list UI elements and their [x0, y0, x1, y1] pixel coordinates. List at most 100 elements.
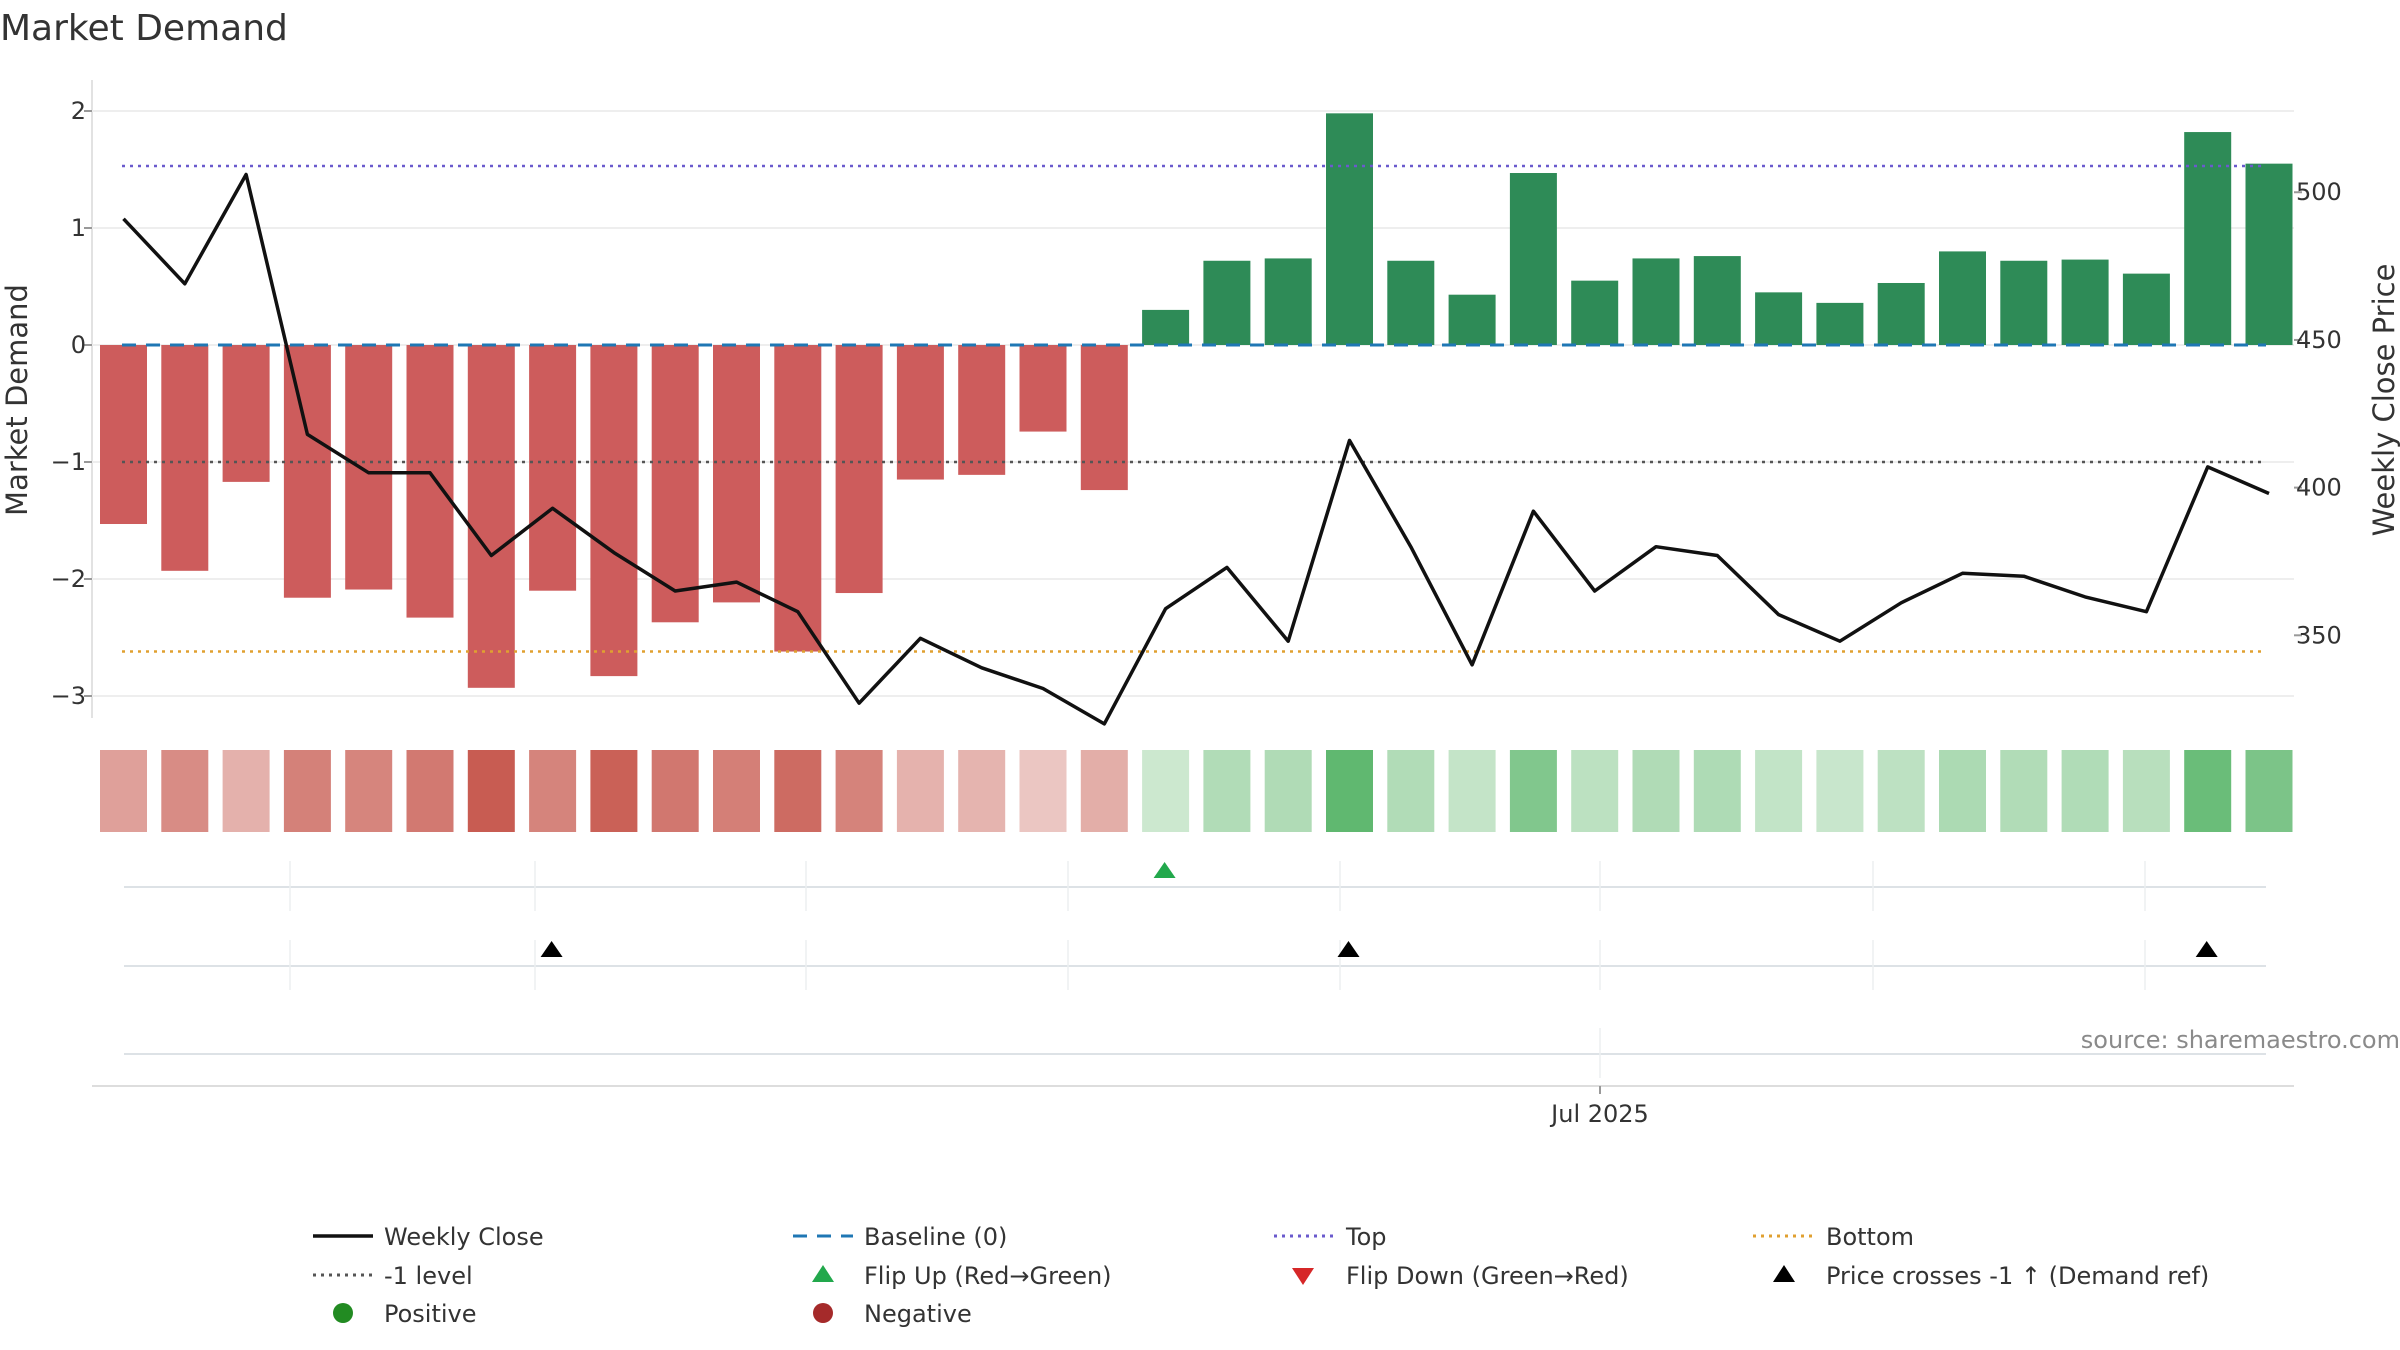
heat-tile [2245, 750, 2293, 832]
heat-tile [2184, 750, 2232, 832]
heat-tile [896, 750, 944, 832]
heat-tile [1571, 750, 1619, 832]
demand-bar-positive [2061, 259, 2109, 345]
left-tick-label: 0 [71, 331, 86, 359]
heat-tile [651, 750, 699, 832]
heat-tile [345, 750, 393, 832]
demand-bar-positive [1448, 294, 1496, 345]
x-tick-label: Jul 2025 [1549, 1100, 1649, 1128]
demand-bar-positive [1877, 282, 1925, 345]
demand-bar-positive [1142, 309, 1190, 345]
demand-bar-negative [161, 345, 209, 571]
heat-tile [100, 750, 147, 832]
demand-bar-negative [467, 345, 515, 688]
heat-tile [2122, 750, 2170, 832]
weekly-close-line [122, 172, 2270, 726]
legend-negative-dot [813, 1303, 833, 1323]
heat-tile [2000, 750, 2048, 832]
heat-tile [1387, 750, 1435, 832]
right-tick-label: 500 [2296, 178, 2342, 206]
demand-bar-positive [1203, 260, 1251, 345]
legend-item-flip-up: Flip Up (Red→Green) [812, 1262, 1112, 1290]
demand-bar-negative [222, 345, 270, 482]
source-credit: source: sharemaestro.com [2081, 1026, 2400, 1054]
heat-tile [1448, 750, 1496, 832]
main-plot: 2 1 0 −1 −2 −3 500 450 400 350 [51, 80, 2342, 726]
left-tick-label: 2 [71, 97, 86, 125]
heat-tile [1326, 750, 1373, 832]
reference-lines [122, 164, 2266, 653]
demand-bar-positive [1571, 280, 1619, 345]
demand-bar-negative [283, 345, 331, 598]
heat-tile [1142, 750, 1190, 832]
legend-item-negative: Negative [813, 1300, 972, 1328]
price-cross-marker [1337, 941, 1360, 957]
heat-tile [1632, 750, 1680, 832]
legend-weekly-close-label: Weekly Close [384, 1223, 544, 1251]
legend-item-top: Top [1274, 1223, 1387, 1251]
demand-bar-positive [1816, 302, 1864, 345]
demand-bar-positive [2245, 163, 2293, 345]
demand-bar-positive [1264, 258, 1312, 345]
legend-positive-dot [333, 1303, 353, 1323]
demand-bars [100, 113, 2293, 688]
demand-bar-positive [1632, 258, 1680, 345]
heat-tile [713, 750, 760, 832]
heat-tile [1509, 750, 1557, 832]
heat-tile [1816, 750, 1864, 832]
legend-minus1-label: -1 level [384, 1262, 473, 1290]
demand-bar-negative [1080, 345, 1128, 491]
right-tick-label: 450 [2296, 326, 2342, 354]
heat-tile [529, 750, 577, 832]
demand-bar-negative [529, 345, 577, 591]
legend-price-cross-marker [1773, 1265, 1795, 1282]
legend-price-cross-label: Price crosses -1 ↑ (Demand ref) [1826, 1262, 2209, 1290]
heat-tile [1877, 750, 1925, 832]
legend-flip-down-marker [1292, 1268, 1314, 1285]
heat-tile [1264, 750, 1312, 832]
demand-bar-negative [774, 345, 822, 652]
flip-up-marker [1153, 862, 1176, 878]
demand-bar-positive [1693, 256, 1741, 345]
legend-positive-label: Positive [384, 1300, 477, 1328]
legend-item-minus1: -1 level [313, 1262, 473, 1290]
heat-tile [222, 750, 270, 832]
legend-flip-up-marker [812, 1265, 834, 1282]
demand-bar-positive [2184, 132, 2232, 345]
price-cross-marker [2195, 941, 2218, 957]
heat-tile [958, 750, 1006, 832]
weekly-close-series [122, 172, 2270, 726]
demand-bar-negative [896, 345, 944, 480]
legend-flip-down-label: Flip Down (Green→Red) [1346, 1262, 1629, 1290]
left-axis-label: Market Demand [0, 284, 34, 516]
heat-tile [2061, 750, 2109, 832]
heat-tile [406, 750, 454, 832]
left-tick-label: −1 [51, 448, 86, 476]
left-axis-ticks: 2 1 0 −1 −2 −3 [51, 97, 92, 710]
heat-tile [1203, 750, 1251, 832]
right-axis-label: Weekly Close Price [2367, 264, 2400, 537]
heat-tile [1939, 750, 1986, 832]
heat-tile [161, 750, 209, 832]
event-rows [124, 861, 2266, 1078]
legend-item-weekly-close: Weekly Close [313, 1223, 544, 1251]
heat-tile [1693, 750, 1741, 832]
legend-bottom-label: Bottom [1826, 1223, 1914, 1251]
heat-tile [1755, 750, 1803, 832]
demand-bar-negative [1019, 345, 1067, 432]
left-tick-label: 1 [71, 214, 86, 242]
legend: Weekly Close Baseline (0) Top Bottom -1 … [313, 1223, 2209, 1328]
demand-bar-positive [1755, 292, 1803, 345]
price-cross-marker [540, 941, 563, 957]
right-tick-label: 400 [2296, 474, 2342, 502]
heat-tile [467, 750, 515, 832]
demand-bar-positive [1326, 113, 1373, 345]
demand-bar-positive [2000, 260, 2048, 345]
demand-bar-negative [345, 345, 393, 590]
legend-top-label: Top [1345, 1223, 1387, 1251]
left-tick-label: −2 [51, 565, 86, 593]
legend-baseline-label: Baseline (0) [864, 1223, 1007, 1251]
legend-item-price-cross: Price crosses -1 ↑ (Demand ref) [1773, 1262, 2209, 1290]
demand-bar-negative [713, 345, 760, 603]
